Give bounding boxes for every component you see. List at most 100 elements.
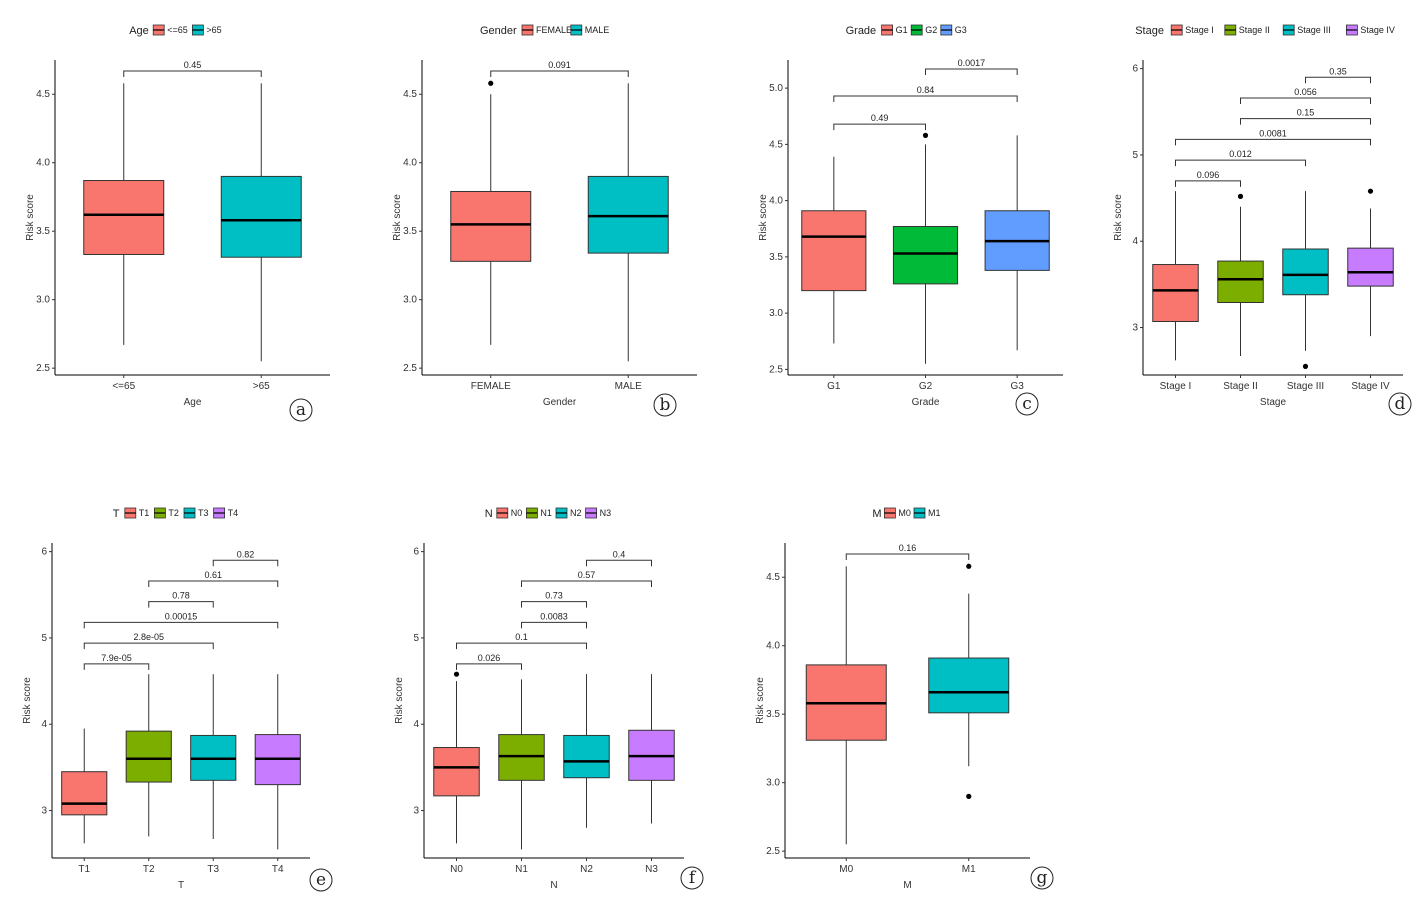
legend-item: N0: [496, 507, 522, 519]
p-value-label: 0.091: [548, 60, 571, 70]
bracket-line: [123, 70, 262, 77]
p-value-label: 0.49: [871, 113, 889, 123]
x-axis-label: Grade: [912, 397, 940, 408]
legend-item: >65: [191, 24, 222, 36]
comparison-bracket: 0.096: [1175, 170, 1241, 187]
comparison-bracket: 0.78: [148, 591, 214, 608]
y-axis-label: Risk score: [22, 677, 33, 724]
bracket-line: [833, 123, 926, 131]
bracket-line: [490, 70, 629, 77]
box-n0: [433, 671, 480, 844]
y-tick-label: 6: [41, 547, 47, 558]
outlier-point: [966, 563, 972, 569]
legend-label: T1: [139, 508, 150, 518]
x-tick-label: FEMALE: [471, 381, 511, 392]
legend-item: G3: [940, 24, 967, 36]
legend-label: FEMALE: [536, 25, 572, 35]
p-value-label: 0.45: [184, 60, 202, 70]
comparison-bracket: 0.0081: [1175, 128, 1371, 146]
box-t2: [125, 674, 172, 837]
legend: Gender FEMALE MALE: [480, 24, 609, 37]
x-axis-label: Gender: [543, 397, 577, 408]
y-axis-label: Risk score: [1113, 194, 1124, 241]
comparison-bracket: 0.35: [1305, 66, 1371, 84]
panel-letter-circle: [1388, 392, 1412, 416]
p-value-label: 0.84: [917, 85, 935, 95]
bracket-line: [1240, 97, 1371, 104]
box-iqr: [433, 747, 480, 797]
y-tick-label: 3.5: [403, 226, 417, 237]
x-tick-label: G2: [919, 381, 933, 392]
bracket-line: [586, 559, 652, 567]
comparison-bracket: 7.9e-05: [83, 653, 150, 670]
legend-item: FEMALE: [521, 24, 572, 36]
legend-item: Stage II: [1224, 24, 1270, 36]
box-stage-ii: [1217, 193, 1264, 357]
comparison-bracket: 0.84: [833, 85, 1018, 102]
p-value-label: 0.0017: [958, 58, 986, 68]
legend-item: M0: [884, 507, 911, 519]
y-tick-label: 3: [1132, 323, 1138, 334]
box-t4: [254, 674, 301, 850]
p-value-label: 0.4: [613, 549, 626, 559]
legend-label: N3: [600, 508, 612, 518]
p-value-label: 0.35: [1329, 66, 1347, 76]
y-axis-label: Risk score: [758, 194, 769, 241]
panel-letter-text: g: [1037, 868, 1048, 888]
box-iqr: [587, 175, 669, 254]
y-axis-label: Risk score: [755, 677, 766, 724]
legend-title: M: [872, 508, 881, 520]
legend-item: N1: [526, 507, 552, 519]
bracket-line: [521, 601, 587, 608]
panel-letter-circle: [653, 393, 677, 417]
legend-label: N2: [570, 508, 582, 518]
legend-item: N2: [555, 507, 582, 519]
panel-letter-circle: [680, 866, 704, 890]
p-value-label: 0.16: [899, 543, 917, 553]
legend-title: Grade: [846, 25, 877, 37]
x-tick-label: T1: [78, 864, 90, 875]
legend-label: G3: [955, 25, 967, 35]
comparison-bracket: 0.82: [212, 549, 279, 567]
panel-letter: c: [1015, 392, 1039, 416]
outlier-point: [922, 132, 929, 138]
y-tick-label: 5: [1132, 150, 1138, 161]
x-axis-label: N: [550, 880, 557, 891]
outlier-point: [1367, 188, 1374, 194]
box-n3: [628, 674, 675, 824]
legend-item: <=65: [152, 24, 188, 36]
x-tick-label: M0: [839, 864, 853, 875]
y-tick-label: 5: [413, 633, 419, 644]
box-female: [450, 80, 532, 345]
legend-item: Stage I: [1170, 24, 1214, 36]
comparison-bracket: 0.49: [833, 113, 926, 131]
legend-label: G1: [896, 25, 908, 35]
bracket-line: [148, 601, 214, 608]
bracket-line: [83, 663, 150, 670]
y-tick-label: 4: [413, 719, 419, 730]
y-tick-label: 4: [41, 719, 47, 730]
p-value-label: 0.73: [545, 591, 563, 601]
y-tick-label: 4.5: [769, 139, 783, 150]
y-tick-label: 6: [1132, 64, 1138, 75]
y-tick-label: 2.5: [766, 846, 780, 857]
bracket-line: [83, 642, 214, 650]
panel-letter: g: [1030, 866, 1054, 890]
x-tick-label: N2: [580, 864, 593, 875]
comparison-bracket: 0.056: [1240, 87, 1371, 104]
y-tick-label: 4.5: [403, 89, 417, 100]
legend-item: T2: [153, 507, 179, 519]
x-tick-label: N1: [515, 864, 528, 875]
box-iqr: [83, 180, 165, 255]
x-tick-label: <=65: [112, 381, 135, 392]
legend-label: G2: [925, 25, 937, 35]
box-male: [587, 83, 669, 362]
panel-letter: e: [309, 868, 333, 892]
box-iqr: [450, 190, 532, 262]
p-value-label: 0.0081: [1259, 128, 1287, 138]
panel-e: 3 4 5 6 Risk score T1 T2 T3 T4 T 7.9e-05 2.8e-05 0.0…: [22, 507, 333, 892]
x-tick-label: N3: [645, 864, 658, 875]
y-tick-label: 4.5: [766, 572, 780, 583]
panel-letter-circle: [1030, 866, 1054, 890]
